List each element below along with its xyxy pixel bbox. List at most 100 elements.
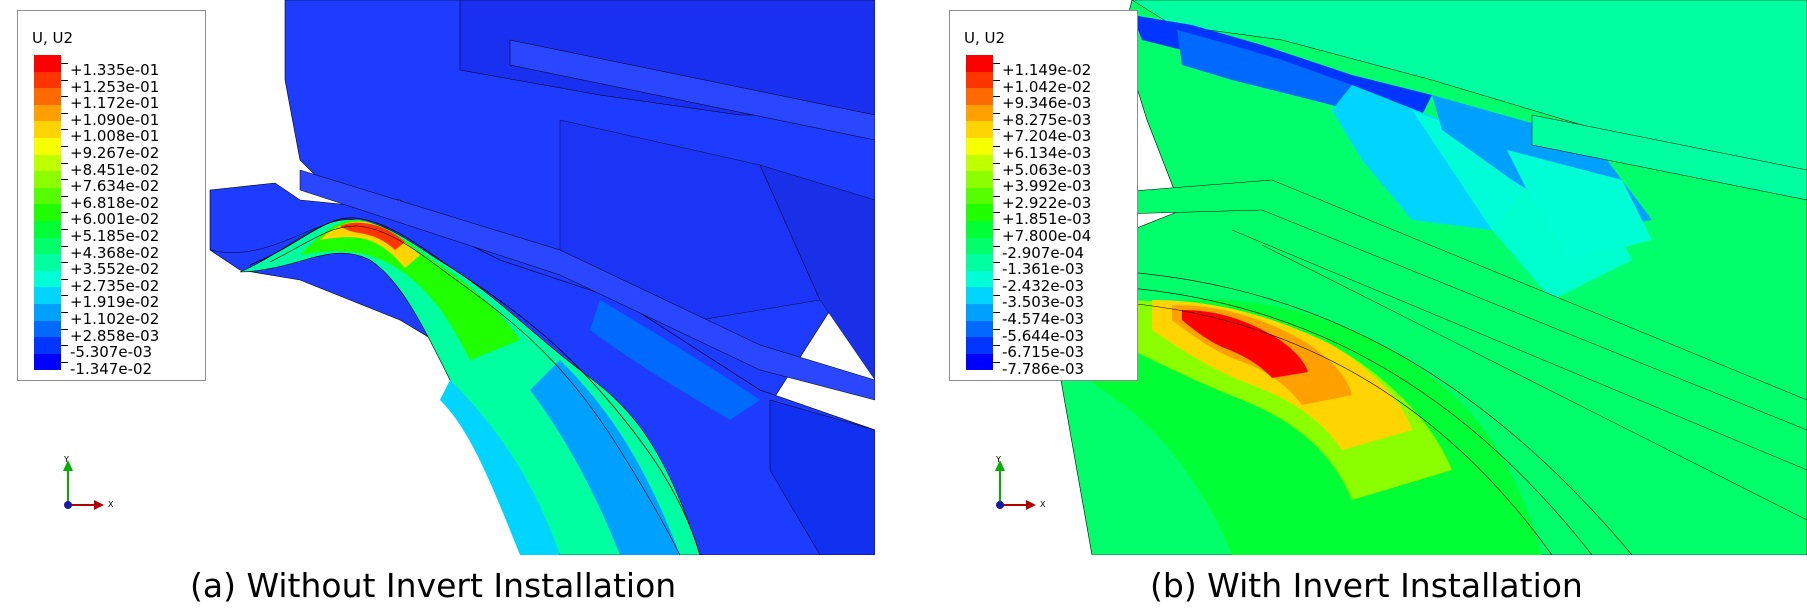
legend-tick [993, 179, 1000, 181]
legend-tick [61, 278, 68, 280]
legend-swatch [966, 287, 993, 304]
legend-swatch [966, 204, 993, 221]
legend-value: -2.907e-04 [1002, 243, 1085, 262]
legend-tick [61, 245, 68, 247]
legend-tick [61, 79, 68, 81]
legend-value: -5.644e-03 [1002, 326, 1085, 345]
legend-tick [61, 63, 68, 64]
legend-tick [993, 96, 1000, 98]
axis-triad-a: Y X [54, 455, 124, 515]
axis-triad-b: Y X [986, 455, 1056, 515]
legend-tick [61, 361, 68, 363]
legend-swatch [34, 55, 61, 72]
legend-swatch [966, 104, 993, 122]
legend-swatch [34, 270, 61, 288]
legend-tick [61, 229, 68, 230]
legend-tick [993, 361, 1000, 363]
legend-value: +1.253e-01 [70, 77, 160, 96]
legend-value: +9.267e-02 [70, 144, 160, 162]
legend-swatch [966, 353, 993, 371]
legend-value: +8.275e-03 [1002, 110, 1092, 129]
legend-tick [993, 328, 1000, 330]
legend-swatch [966, 154, 993, 172]
legend-tick [993, 162, 1000, 164]
legend-swatch [966, 270, 993, 288]
legend-swatch [966, 254, 993, 271]
color-legend-b: U, U2 +1.149e-02 +1.042e-02 +9.346e-03 +… [949, 10, 1138, 381]
legend-value: +7.800e-04 [1002, 227, 1092, 245]
legend-value: +7.634e-02 [70, 177, 160, 196]
deformed-tunnel-model-a [209, 0, 875, 555]
legend-swatch [966, 55, 993, 72]
legend-swatch [966, 337, 993, 354]
legend-swatch [34, 71, 61, 89]
axis-x-label: X [108, 500, 114, 509]
legend-swatch [966, 171, 993, 188]
legend-value: +1.172e-01 [70, 94, 160, 113]
legend-swatch [966, 88, 993, 105]
legend-swatch [34, 221, 61, 238]
axis-y-label: Y [64, 455, 69, 464]
axis-y-label: Y [996, 455, 1001, 464]
legend-swatch [34, 353, 61, 371]
legend-swatch [34, 337, 61, 354]
caption-a: (a) Without Invert Installation [190, 566, 677, 605]
legend-value: +5.185e-02 [70, 227, 160, 245]
axis-triad-icon [63, 460, 104, 510]
legend-tick [61, 179, 68, 181]
legend-value: +7.204e-03 [1002, 127, 1092, 146]
axis-triad-icon [995, 460, 1036, 510]
legend-swatch [966, 237, 993, 255]
legend-swatch [966, 121, 993, 138]
legend-value: -1.361e-03 [1002, 260, 1085, 279]
legend-swatch [34, 304, 61, 321]
legend-value: +5.063e-03 [1002, 160, 1092, 179]
legend-tick [61, 212, 68, 214]
legend-tick [993, 245, 1000, 247]
legend-value: +1.335e-01 [70, 61, 160, 79]
legend-swatch [966, 320, 993, 338]
legend-value: -6.715e-03 [1002, 343, 1085, 362]
legend-swatch [966, 187, 993, 205]
legend-tick [993, 146, 1000, 147]
legend-tick [993, 312, 1000, 313]
legend-value: +1.102e-02 [70, 310, 160, 328]
legend-swatch [966, 138, 993, 155]
legend-value: +2.858e-03 [70, 326, 160, 345]
legend-value: +9.346e-03 [1002, 94, 1092, 113]
legend-tick [993, 112, 1000, 114]
legend-value: -3.503e-03 [1002, 293, 1085, 312]
legend-title: U, U2 [32, 29, 74, 47]
legend-swatch [34, 121, 61, 138]
legend-value: +1.149e-02 [1002, 61, 1092, 79]
color-legend-a: U, U2 +1.335e-01 +1.253e-01 +1.172e-01 +… [17, 10, 206, 381]
legend-swatch [34, 287, 61, 304]
legend-swatch [34, 254, 61, 271]
legend-value: +3.552e-02 [70, 260, 160, 279]
legend-tick [993, 212, 1000, 214]
legend-value: +2.922e-03 [1002, 193, 1092, 212]
legend-value: +1.919e-02 [70, 293, 160, 312]
legend-tick [993, 295, 1000, 297]
legend-value: +1.851e-03 [1002, 210, 1092, 229]
legend-tick [993, 278, 1000, 280]
legend-tick [61, 96, 68, 98]
legend-value: -7.786e-03 [1002, 359, 1085, 378]
legend-value: -4.574e-03 [1002, 310, 1085, 328]
legend-tick [993, 262, 1000, 264]
legend-swatch [34, 154, 61, 172]
legend-value: +6.818e-02 [70, 193, 160, 212]
legend-value: +1.008e-01 [70, 127, 160, 146]
legend-swatch [966, 221, 993, 238]
legend-tick [993, 229, 1000, 230]
legend-tick [993, 63, 1000, 64]
contour-panel-a: U, U2 +1.335e-01 +1.253e-01 +1.172e-01 +… [0, 0, 875, 555]
legend-tick [61, 146, 68, 147]
legend-value: -2.432e-03 [1002, 276, 1085, 295]
contour-panel-b: U, U2 +1.149e-02 +1.042e-02 +9.346e-03 +… [932, 0, 1807, 555]
legend-value: -5.307e-03 [70, 343, 153, 362]
legend-value: +2.735e-02 [70, 276, 160, 295]
legend-value: +1.042e-02 [1002, 77, 1092, 96]
legend-swatch [34, 320, 61, 338]
legend-value: -1.347e-02 [70, 359, 153, 378]
